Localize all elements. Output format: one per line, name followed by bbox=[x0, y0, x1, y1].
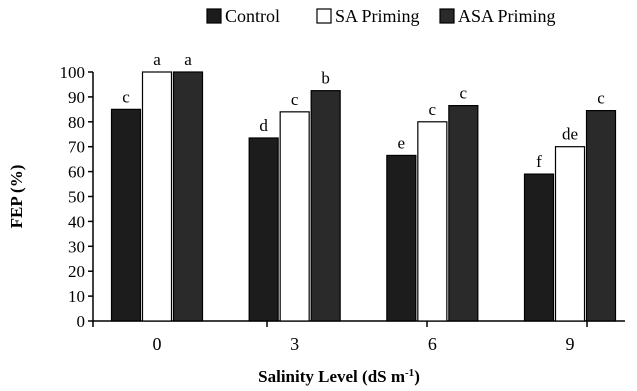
bar-sa-priming bbox=[554, 146, 586, 322]
bar-sa-priming bbox=[141, 71, 173, 322]
y-tick-label: 20 bbox=[68, 262, 85, 281]
bar-control bbox=[386, 154, 417, 322]
x-axis-title-close: ) bbox=[414, 367, 420, 386]
x-category-label: 0 bbox=[153, 334, 162, 354]
bars bbox=[110, 71, 617, 322]
significance-letter: b bbox=[321, 69, 330, 88]
x-category-label: 6 bbox=[428, 334, 437, 354]
bar-control bbox=[523, 173, 555, 322]
x-axis-title-main: Salinity Level (dS m bbox=[258, 367, 405, 386]
y-tick-label: 40 bbox=[68, 212, 85, 231]
y-tick-label: 100 bbox=[60, 63, 86, 82]
significance-letter: c bbox=[122, 87, 130, 106]
legend: Control SA Priming ASA Priming bbox=[206, 6, 556, 26]
x-axis-title: Salinity Level (dS m-1) bbox=[258, 367, 420, 386]
bar-asa-priming bbox=[310, 90, 341, 322]
bar-asa-priming bbox=[448, 105, 479, 322]
legend-swatch bbox=[206, 8, 222, 24]
significance-letter: c bbox=[429, 100, 437, 119]
y-tick-label: 90 bbox=[68, 88, 85, 107]
y-tick-label: 0 bbox=[77, 312, 86, 331]
y-ticks: 0 10 20 30 40 50 60 70 80 90 100 bbox=[60, 63, 93, 331]
y-tick-label: 10 bbox=[68, 287, 85, 306]
significance-letter: d bbox=[259, 116, 268, 135]
legend-swatch bbox=[439, 8, 455, 24]
x-ticks: 0 3 6 9 bbox=[92, 321, 588, 354]
y-tick-label: 80 bbox=[68, 113, 85, 132]
legend-swatch bbox=[316, 8, 332, 24]
bar-asa-priming bbox=[172, 71, 204, 322]
y-axis-title: FEP (%) bbox=[7, 165, 26, 229]
y-tick-label: 50 bbox=[68, 188, 85, 207]
y-tick-label: 70 bbox=[68, 138, 85, 157]
significance-letter: a bbox=[153, 50, 161, 69]
legend-label: ASA Priming bbox=[458, 6, 556, 26]
significance-letter: de bbox=[562, 125, 578, 144]
legend-label: Control bbox=[225, 6, 280, 26]
bar-sa-priming bbox=[417, 121, 448, 322]
significance-letter: c bbox=[597, 89, 605, 108]
significance-letter: c bbox=[460, 84, 468, 103]
y-tick-label: 30 bbox=[68, 237, 85, 256]
y-tick-label: 60 bbox=[68, 163, 85, 182]
bar-sa-priming bbox=[279, 111, 310, 322]
x-category-label: 3 bbox=[290, 334, 299, 354]
bar-control bbox=[110, 108, 142, 322]
significance-letter: e bbox=[398, 133, 406, 152]
bar-control bbox=[248, 137, 279, 322]
bar-asa-priming bbox=[585, 109, 617, 322]
x-category-label: 9 bbox=[566, 334, 575, 354]
significance-letter: f bbox=[536, 152, 542, 171]
x-axis-title-superscript: -1 bbox=[405, 367, 414, 379]
significance-letter: a bbox=[184, 50, 192, 69]
legend-label: SA Priming bbox=[335, 6, 420, 26]
significance-letter: c bbox=[291, 90, 299, 109]
